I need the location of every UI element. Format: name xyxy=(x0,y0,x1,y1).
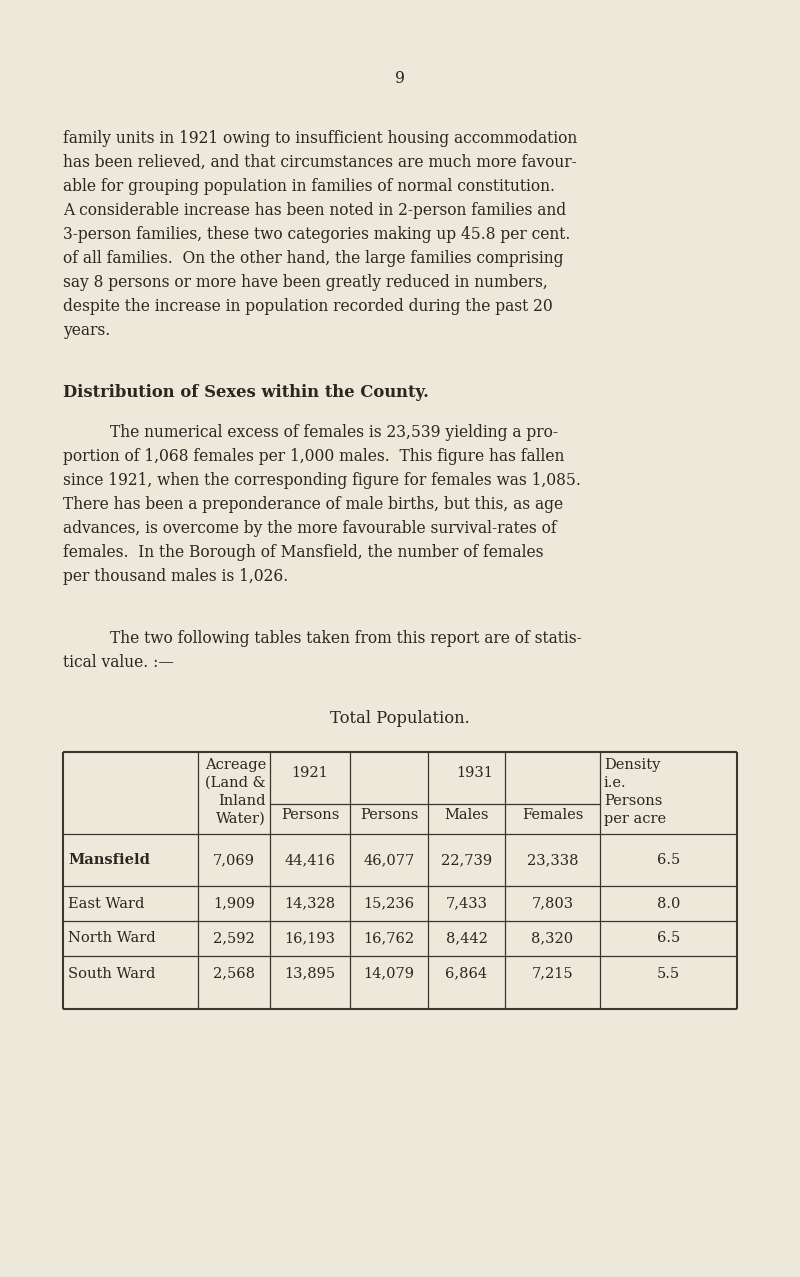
Text: The two following tables taken from this report are of statis-: The two following tables taken from this… xyxy=(110,630,582,647)
Text: South Ward: South Ward xyxy=(68,967,155,981)
Text: Total Population.: Total Population. xyxy=(330,710,470,727)
Text: 9: 9 xyxy=(395,70,405,87)
Text: say 8 persons or more have been greatly reduced in numbers,: say 8 persons or more have been greatly … xyxy=(63,275,548,291)
Text: able for grouping population in families of normal constitution.: able for grouping population in families… xyxy=(63,178,555,195)
Text: 14,328: 14,328 xyxy=(285,896,335,911)
Text: 8,442: 8,442 xyxy=(446,931,487,945)
Text: 6.5: 6.5 xyxy=(657,853,680,867)
Text: has been relieved, and that circumstances are much more favour-: has been relieved, and that circumstance… xyxy=(63,155,577,171)
Text: advances, is overcome by the more favourable survival-rates of: advances, is overcome by the more favour… xyxy=(63,520,557,538)
Text: Persons: Persons xyxy=(604,794,662,808)
Text: North Ward: North Ward xyxy=(68,931,156,945)
Text: 5.5: 5.5 xyxy=(657,967,680,981)
Text: 8.0: 8.0 xyxy=(657,896,680,911)
Text: 1921: 1921 xyxy=(292,766,328,780)
Text: 7,215: 7,215 xyxy=(532,967,574,981)
Text: 2,592: 2,592 xyxy=(213,931,255,945)
Text: 6.5: 6.5 xyxy=(657,931,680,945)
Text: 1931: 1931 xyxy=(457,766,494,780)
Text: Mansfield: Mansfield xyxy=(68,853,150,867)
Text: per thousand males is 1,026.: per thousand males is 1,026. xyxy=(63,568,288,585)
Text: years.: years. xyxy=(63,322,110,338)
Text: 1,909: 1,909 xyxy=(213,896,255,911)
Text: Distribution of Sexes within the County.: Distribution of Sexes within the County. xyxy=(63,384,429,401)
Text: tical value. :—: tical value. :— xyxy=(63,654,174,670)
Text: 46,077: 46,077 xyxy=(363,853,414,867)
Text: Persons: Persons xyxy=(281,808,339,822)
Text: Persons: Persons xyxy=(360,808,418,822)
Text: There has been a preponderance of male births, but this, as age: There has been a preponderance of male b… xyxy=(63,495,563,513)
Text: per acre: per acre xyxy=(604,812,666,826)
Text: The numerical excess of females is 23,539 yielding a pro-: The numerical excess of females is 23,53… xyxy=(110,424,558,441)
Text: 16,193: 16,193 xyxy=(285,931,335,945)
Text: 23,338: 23,338 xyxy=(526,853,578,867)
Text: despite the increase in population recorded during the past 20: despite the increase in population recor… xyxy=(63,298,553,315)
Text: portion of 1,068 females per 1,000 males.  This figure has fallen: portion of 1,068 females per 1,000 males… xyxy=(63,448,564,465)
Text: Density: Density xyxy=(604,759,660,773)
Text: i.e.: i.e. xyxy=(604,776,626,790)
Text: 13,895: 13,895 xyxy=(285,967,335,981)
Text: family units in 1921 owing to insufficient housing accommodation: family units in 1921 owing to insufficie… xyxy=(63,130,578,147)
Text: 6,864: 6,864 xyxy=(446,967,487,981)
Text: 7,069: 7,069 xyxy=(213,853,255,867)
Text: 22,739: 22,739 xyxy=(441,853,492,867)
Text: since 1921, when the corresponding figure for females was 1,085.: since 1921, when the corresponding figur… xyxy=(63,472,581,489)
Text: (Land &: (Land & xyxy=(206,776,266,790)
Text: Males: Males xyxy=(444,808,489,822)
Text: 14,079: 14,079 xyxy=(363,967,414,981)
Text: 8,320: 8,320 xyxy=(531,931,574,945)
Text: 44,416: 44,416 xyxy=(285,853,335,867)
Text: 15,236: 15,236 xyxy=(363,896,414,911)
Text: A considerable increase has been noted in 2-person families and: A considerable increase has been noted i… xyxy=(63,202,566,218)
Text: Acreage: Acreage xyxy=(205,759,266,773)
Text: of all families.  On the other hand, the large families comprising: of all families. On the other hand, the … xyxy=(63,250,563,267)
Text: 3-person families, these two categories making up 45.8 per cent.: 3-person families, these two categories … xyxy=(63,226,570,243)
Text: 7,803: 7,803 xyxy=(531,896,574,911)
Text: Inland: Inland xyxy=(218,794,266,808)
Text: Water): Water) xyxy=(216,812,266,826)
Text: 16,762: 16,762 xyxy=(363,931,414,945)
Text: 2,568: 2,568 xyxy=(213,967,255,981)
Text: 7,433: 7,433 xyxy=(446,896,487,911)
Text: Females: Females xyxy=(522,808,583,822)
Text: females.  In the Borough of Mansfield, the number of females: females. In the Borough of Mansfield, th… xyxy=(63,544,543,561)
Text: East Ward: East Ward xyxy=(68,896,144,911)
